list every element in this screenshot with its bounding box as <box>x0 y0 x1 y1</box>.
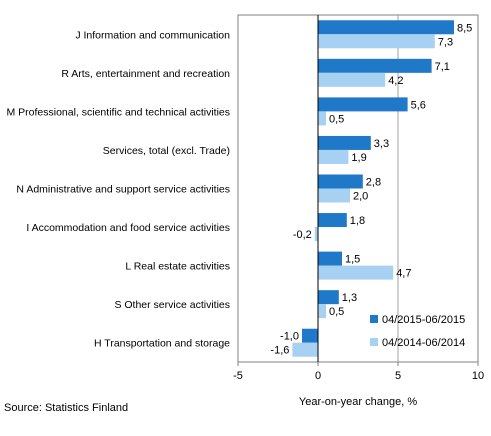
bar-series1 <box>318 20 454 35</box>
bar-series1 <box>318 135 371 150</box>
plot-area: J Information and communication 8,5 7,3 R A… <box>6 14 484 408</box>
data-label: 2,8 <box>366 177 381 189</box>
bar-series1 <box>318 290 339 305</box>
category-label: I Accommodation and food service activit… <box>26 222 230 234</box>
x-axis-label: Year-on-year change, % <box>299 396 417 408</box>
x-tick-label: 5 <box>395 370 401 382</box>
legend-swatch <box>370 338 378 346</box>
category-label: M Professional, scientific and technical… <box>6 106 230 118</box>
category-label: J Information and communication <box>75 29 230 41</box>
bar-series1 <box>318 213 347 228</box>
category-label: Services, total (excl. Trade) <box>103 145 230 157</box>
data-label: -1,6 <box>270 345 289 357</box>
data-label: 3,3 <box>374 138 389 150</box>
data-label: 1,3 <box>342 292 357 304</box>
bar-series2 <box>318 72 386 87</box>
data-label: 1,8 <box>350 215 365 227</box>
data-label: -1,0 <box>280 331 299 343</box>
x-tick-label: 10 <box>472 370 484 382</box>
bar-series2 <box>314 227 318 242</box>
bar-series1 <box>318 58 432 73</box>
bar-series1 <box>318 97 408 112</box>
data-label: 0,5 <box>329 306 344 318</box>
bar-series2 <box>292 342 318 357</box>
x-tick-label: 0 <box>315 370 321 382</box>
legend-label: 04/2014-06/2014 <box>382 337 465 349</box>
data-label: 0,5 <box>329 113 344 125</box>
data-label: 7,3 <box>438 36 453 48</box>
bar-series2 <box>318 188 350 203</box>
legend-swatch <box>370 315 378 323</box>
bar-series2 <box>318 265 394 280</box>
data-label: 5,6 <box>411 99 426 111</box>
legend-label: 04/2015-06/2015 <box>382 314 465 326</box>
data-label: 7,1 <box>435 61 450 73</box>
x-tick-label: -5 <box>233 370 243 382</box>
data-label: 2,0 <box>353 191 368 203</box>
category-label: L Real estate activities <box>125 261 230 273</box>
data-label: 1,9 <box>351 152 366 164</box>
category-label: N Administrative and support service act… <box>16 184 230 196</box>
data-label: 4,2 <box>388 75 403 87</box>
data-label: 4,7 <box>396 268 411 280</box>
data-label: -0,2 <box>293 229 312 241</box>
bar-series2 <box>318 34 435 49</box>
bar-series2 <box>318 304 326 319</box>
data-label: 8,5 <box>457 22 472 34</box>
category-label: H Transportation and storage <box>94 338 230 350</box>
bar-series2 <box>318 111 326 126</box>
category-label: R Arts, entertainment and recreation <box>61 68 230 80</box>
plot-frame <box>237 14 479 363</box>
bar-series1 <box>302 328 318 343</box>
category-label: S Other service activities <box>114 299 230 311</box>
data-label: 1,5 <box>345 254 360 266</box>
bar-series1 <box>318 251 342 266</box>
bar-series2 <box>318 149 349 164</box>
bar-series1 <box>318 174 363 189</box>
source-note: Source: Statistics Finland <box>4 402 129 414</box>
